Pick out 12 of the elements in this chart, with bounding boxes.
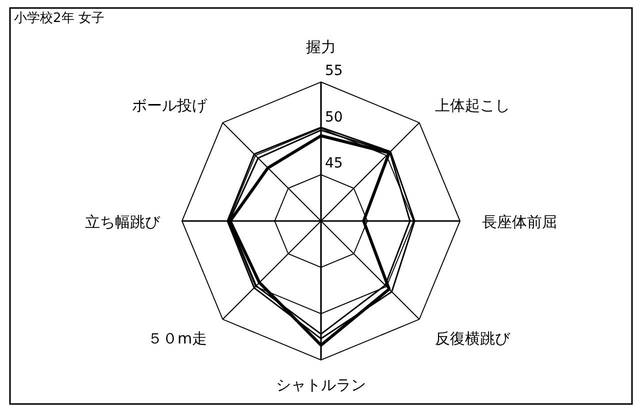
ytick: 55 — [325, 63, 343, 79]
category: 反復横跳び — [434, 330, 510, 348]
category: シャトルラン — [276, 376, 366, 394]
category: 握力 — [306, 38, 336, 56]
category: 上体起こし — [434, 96, 510, 114]
ytick: 45 — [325, 156, 343, 172]
category: ボール投げ — [132, 96, 208, 114]
category: 長座体前屈 — [482, 213, 557, 231]
title: 小学校2年 女子 — [14, 11, 104, 26]
ytick: 50 — [325, 109, 343, 126]
category: 立ち幅跳び — [85, 213, 160, 231]
category: ５０m走 — [148, 330, 208, 348]
